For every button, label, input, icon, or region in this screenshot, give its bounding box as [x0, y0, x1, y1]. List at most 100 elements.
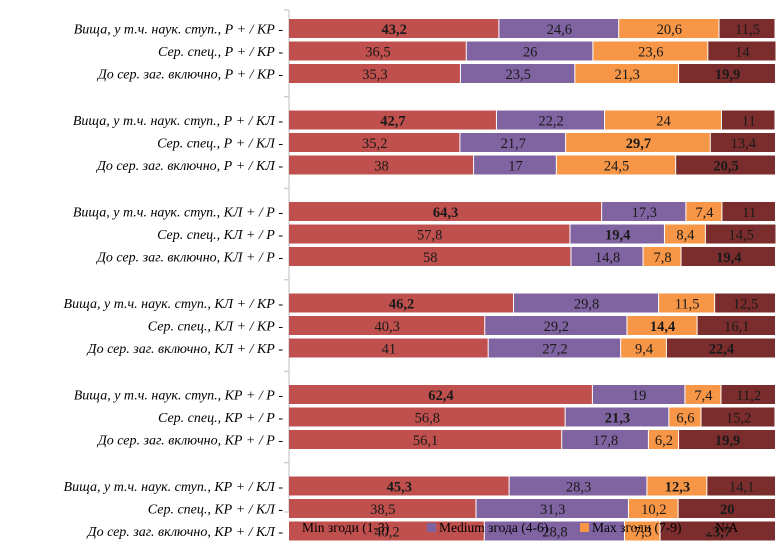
bar-segment-max	[619, 19, 719, 38]
data-label: 19,4	[605, 228, 630, 244]
bar-segment-max	[605, 110, 721, 130]
data-label: 58	[423, 250, 438, 266]
bar-segment-min	[289, 316, 485, 335]
data-label: 29,7	[626, 136, 651, 152]
bar-segment-na	[707, 476, 775, 496]
category-label: Вища, у т.ч. наук. ступ., КР + / КЛ -	[64, 480, 284, 495]
bar-segment-max	[669, 407, 701, 427]
data-label: 11	[742, 114, 756, 130]
data-label: 41	[382, 342, 397, 358]
bar-segment-na	[719, 19, 775, 38]
bar-segment-na	[676, 155, 775, 175]
data-label: 45,3	[387, 480, 412, 496]
data-label: 19,4	[716, 250, 741, 266]
bar-segment-min	[289, 499, 476, 518]
bar-segment-medium	[474, 155, 556, 175]
data-label: 62,4	[428, 388, 453, 404]
bar-segment-max	[648, 430, 679, 449]
data-label: 43,2	[382, 22, 407, 38]
bar-segment-na	[715, 293, 776, 313]
data-label: 28,3	[566, 480, 591, 496]
legend: Min згоди (1-3) Medium згода (4-6) Max зго…	[290, 520, 739, 535]
legend-label: N/A	[715, 520, 739, 535]
data-label: 11	[742, 205, 756, 221]
bar-segment-medium	[460, 133, 566, 152]
category-label: Сер. спец., Р + / КР -	[158, 45, 283, 60]
legend-swatch-na	[703, 523, 712, 532]
bar-segment-na	[708, 41, 776, 61]
bar-segment-medium	[485, 316, 627, 335]
data-label: 11,5	[675, 297, 700, 313]
category-label: До сер. заг. включно, Р + / КР -	[96, 68, 283, 83]
bar-segment-medium	[562, 430, 648, 449]
category-label: Сер. спец., Р + / КЛ -	[157, 137, 283, 152]
data-label: 24,6	[547, 22, 572, 38]
legend-swatch-min	[290, 523, 299, 532]
data-label: 38,5	[370, 502, 395, 518]
category-label: Вища, у т.ч. наук. ступ., Р + / КР -	[74, 23, 284, 38]
data-label: 56,8	[415, 411, 440, 427]
bar-segment-max	[627, 316, 697, 335]
legend-label: Max згоди (7-9)	[592, 520, 681, 535]
bar-segment-max	[621, 338, 666, 358]
data-label: 42,7	[380, 114, 405, 130]
bar-segment-min	[289, 19, 499, 38]
data-label: 24	[656, 114, 671, 130]
data-label: 7,4	[694, 388, 713, 404]
bar-segment-na	[697, 316, 775, 335]
bar-segment-medium	[570, 224, 664, 244]
bar-segment-max	[593, 41, 708, 61]
bar-segment-na	[721, 385, 775, 404]
data-label: 26	[523, 45, 538, 61]
category-label: До сер. заг. включно, Р + / КЛ -	[95, 159, 283, 174]
category-label: До сер. заг. включно, КЛ + / КР -	[86, 342, 284, 357]
bar-segment-min	[289, 385, 592, 404]
bar-segment-medium	[571, 247, 643, 266]
data-label: 57,8	[417, 228, 442, 244]
bar-segment-max	[647, 476, 707, 496]
data-label: 23,6	[638, 45, 663, 61]
data-label: 14,4	[650, 319, 675, 335]
data-label: 23,5	[505, 67, 530, 83]
data-label: 7,4	[695, 205, 714, 221]
data-label: 17,3	[632, 205, 657, 221]
data-label: 11,2	[736, 388, 761, 404]
data-label: 14,5	[728, 228, 753, 244]
bar-segment-medium	[488, 338, 621, 358]
category-label: Вища, у т.ч. наук. ступ., КЛ + / Р -	[73, 206, 284, 221]
bar-segment-max	[575, 64, 679, 83]
bar-segment-medium	[499, 19, 619, 38]
bar-segment-max	[685, 385, 721, 404]
data-label: 17,8	[593, 433, 618, 449]
axis-layer	[284, 9, 290, 513]
bar-segment-na	[666, 338, 775, 358]
bar-segment-min	[289, 155, 474, 175]
bar-segment-min	[289, 41, 466, 61]
data-label: 10,2	[641, 502, 666, 518]
data-label: 13,4	[731, 136, 757, 152]
bar-segment-min	[289, 133, 460, 152]
data-label: 15,2	[726, 411, 751, 427]
data-label: 46,2	[389, 297, 414, 313]
category-label: До сер. заг. включно, КЛ + / Р -	[95, 251, 283, 266]
data-label: 22,4	[709, 342, 734, 358]
bar-segment-medium	[509, 476, 647, 496]
data-label: 35,3	[362, 67, 387, 83]
bar-segment-na	[721, 110, 775, 130]
bar-segment-min	[289, 202, 602, 221]
bars-layer: 43,2 24,6 20,6 11,5 36,5 26 23,6 14 35,3 23,5 21,3…	[289, 19, 776, 541]
bar-segment-medium	[460, 64, 575, 83]
data-label: 29,8	[574, 297, 599, 313]
bar-segment-medium	[496, 110, 605, 130]
data-label: 8,4	[676, 228, 695, 244]
bar-segment-na	[722, 202, 775, 221]
category-label: Сер. спец., КЛ + / Р -	[157, 228, 283, 243]
bar-segment-max	[686, 202, 722, 221]
legend-swatch-medium	[427, 523, 436, 532]
data-label: 19,9	[715, 433, 740, 449]
bar-segment-max	[625, 521, 660, 541]
category-label: Вища, у т.ч. наук. ступ., Р + / КЛ -	[73, 114, 284, 129]
legend-swatch-max	[580, 523, 589, 532]
data-label: 28,8	[542, 525, 567, 541]
